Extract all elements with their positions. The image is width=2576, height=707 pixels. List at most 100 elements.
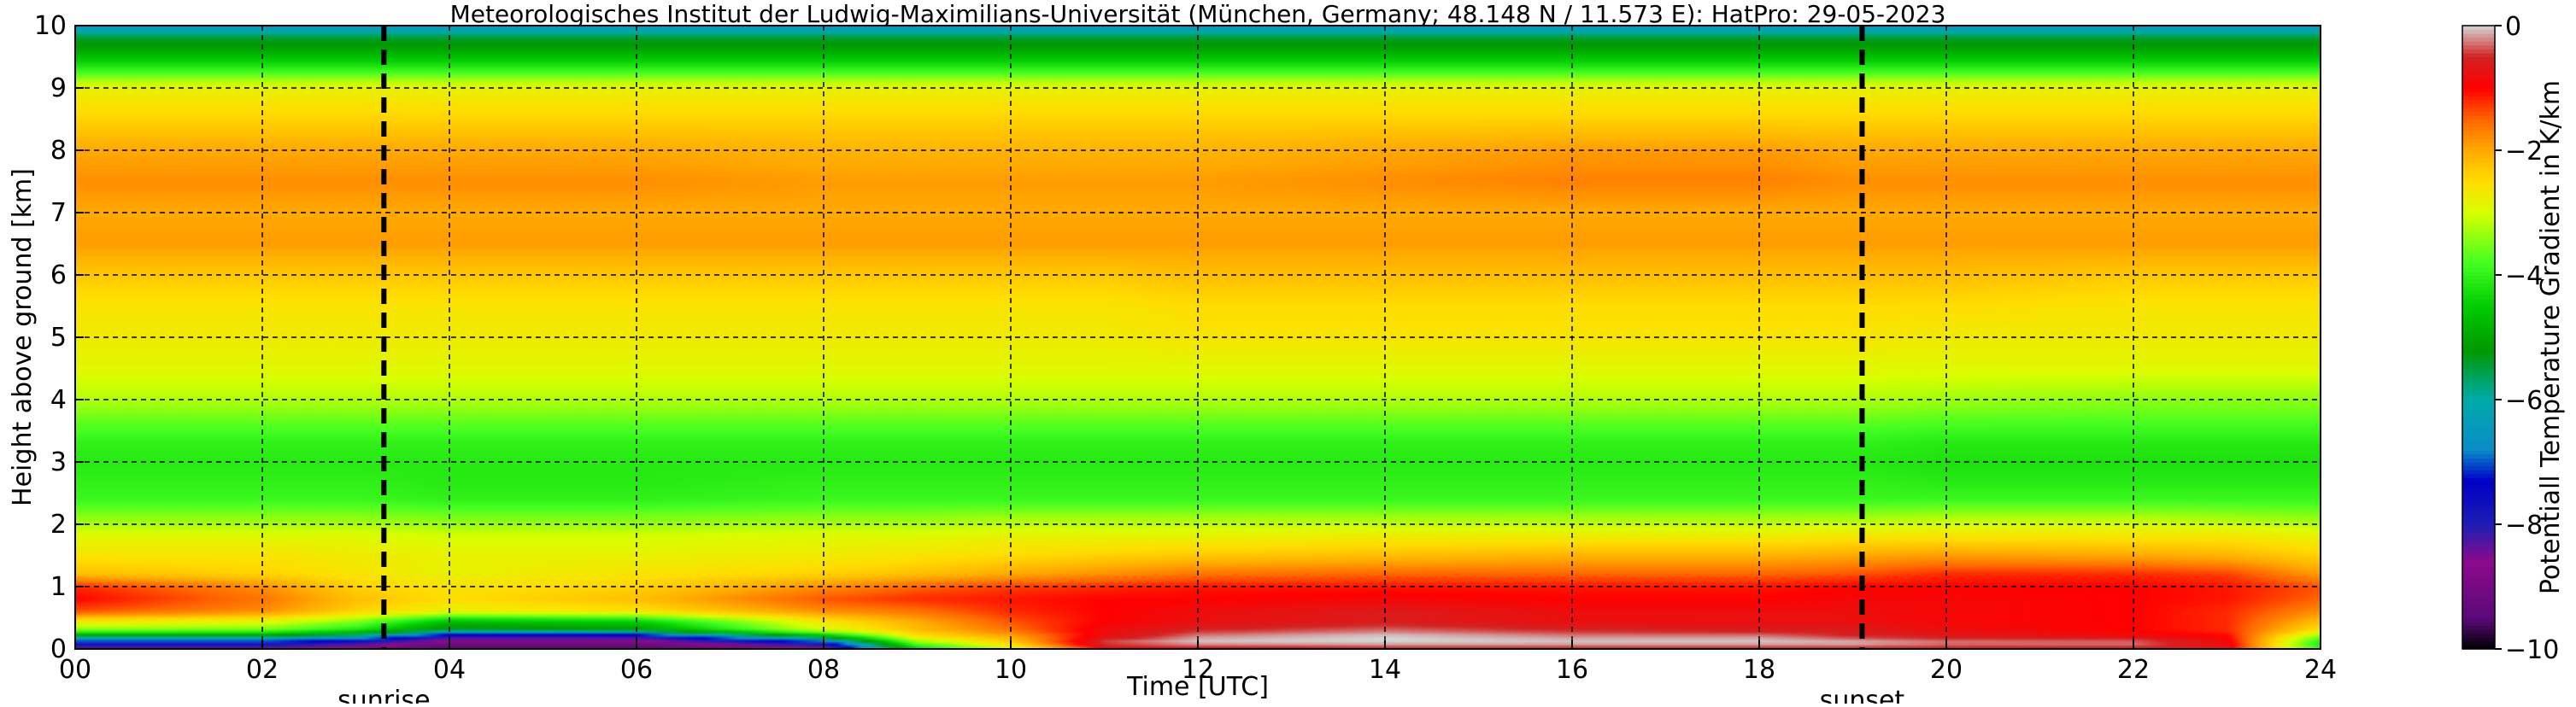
colorbar-segment bbox=[2462, 91, 2495, 96]
colorbar-segment bbox=[2462, 313, 2495, 318]
colorbar-segment bbox=[2462, 426, 2495, 432]
colorbar-segment bbox=[2462, 528, 2495, 533]
x-tick-label: 20 bbox=[1930, 655, 1963, 685]
sunrise-label: sunrise bbox=[337, 686, 430, 704]
colorbar-segment bbox=[2462, 383, 2495, 389]
colorbar-segment bbox=[2462, 625, 2495, 630]
colorbar-segment bbox=[2462, 582, 2495, 587]
colorbar-segment bbox=[2462, 146, 2495, 151]
x-tick-label: 16 bbox=[1556, 655, 1588, 685]
colorbar-segment bbox=[2462, 458, 2495, 463]
colorbar-segment bbox=[2462, 376, 2495, 381]
colorbar-segment bbox=[2462, 259, 2495, 264]
colorbar-segment bbox=[2462, 473, 2495, 478]
colorbar-segment bbox=[2462, 598, 2495, 603]
colorbar-segment bbox=[2462, 204, 2495, 210]
colorbar-segment bbox=[2462, 462, 2495, 467]
colorbar-segment bbox=[2462, 400, 2495, 405]
colorbar-segment bbox=[2462, 306, 2495, 311]
colorbar-segment bbox=[2462, 500, 2495, 505]
colorbar-segment bbox=[2462, 415, 2495, 420]
colorbar-segment bbox=[2462, 442, 2495, 447]
colorbar-segment bbox=[2462, 337, 2495, 342]
colorbar-segment bbox=[2462, 321, 2495, 326]
colorbar-segment bbox=[2462, 298, 2495, 303]
y-tick-label: 8 bbox=[50, 136, 67, 166]
y-tick-label: 5 bbox=[50, 323, 67, 353]
colorbar-segment bbox=[2462, 142, 2495, 148]
colorbar-segment bbox=[2462, 134, 2495, 139]
colorbar-segment bbox=[2462, 543, 2495, 548]
colorbar-segment bbox=[2462, 26, 2495, 31]
colorbar-segment bbox=[2462, 391, 2495, 397]
colorbar-segment bbox=[2462, 169, 2495, 174]
colorbar-segment bbox=[2462, 622, 2495, 627]
colorbar-segment bbox=[2462, 107, 2495, 112]
x-tick-label: 14 bbox=[1369, 655, 1401, 685]
colorbar-segment bbox=[2462, 236, 2495, 241]
colorbar-tick-label: −2 bbox=[2505, 137, 2543, 167]
colorbar-segment bbox=[2462, 407, 2495, 412]
colorbar-segment bbox=[2462, 286, 2495, 291]
colorbar-segment bbox=[2462, 99, 2495, 104]
colorbar-segment bbox=[2462, 540, 2495, 545]
colorbar-segment bbox=[2462, 266, 2495, 272]
colorbar-segment bbox=[2462, 193, 2495, 198]
colorbar: 0 −2 −4 −6 −8 −10 bbox=[2462, 12, 2559, 665]
colorbar-segment bbox=[2462, 578, 2495, 584]
colorbar-segment bbox=[2462, 411, 2495, 416]
colorbar-segment bbox=[2462, 44, 2495, 50]
y-tick-label: 9 bbox=[50, 73, 67, 103]
colorbar-segment bbox=[2462, 547, 2495, 552]
colorbar-segment bbox=[2462, 477, 2495, 482]
colorbar-segment bbox=[2462, 395, 2495, 400]
colorbar-segment bbox=[2462, 251, 2495, 256]
colorbar-segment bbox=[2462, 283, 2495, 288]
colorbar-segment bbox=[2462, 161, 2495, 167]
colorbar-segment bbox=[2462, 189, 2495, 194]
colorbar-tick-label: −8 bbox=[2505, 511, 2543, 540]
colorbar-segment bbox=[2462, 37, 2495, 42]
colorbar-segment bbox=[2462, 119, 2495, 124]
y-axis-label: Height above ground [km] bbox=[8, 168, 38, 506]
colorbar-segment bbox=[2462, 243, 2495, 248]
colorbar-segment bbox=[2462, 512, 2495, 517]
colorbar-segment bbox=[2462, 520, 2495, 525]
x-tick-label: 06 bbox=[620, 655, 653, 685]
colorbar-segment bbox=[2462, 567, 2495, 572]
colorbar-segment bbox=[2462, 181, 2495, 186]
colorbar-segment bbox=[2462, 239, 2495, 245]
colorbar-segment bbox=[2462, 535, 2495, 540]
x-tick-label: 18 bbox=[1743, 655, 1775, 685]
colorbar-segment bbox=[2462, 278, 2495, 283]
colorbar-segment bbox=[2462, 64, 2495, 69]
colorbar-segment bbox=[2462, 294, 2495, 299]
colorbar-segment bbox=[2462, 290, 2495, 295]
colorbar-segment bbox=[2462, 570, 2495, 576]
colorbar-segment bbox=[2462, 76, 2495, 81]
colorbar-segment bbox=[2462, 640, 2495, 646]
y-tick-label: 3 bbox=[50, 447, 67, 477]
colorbar-segment bbox=[2462, 341, 2495, 346]
colorbar-segment bbox=[2462, 177, 2495, 183]
colorbar-segment bbox=[2462, 301, 2495, 307]
colorbar-segment bbox=[2462, 310, 2495, 315]
colorbar-segment bbox=[2462, 333, 2495, 338]
colorbar-segment bbox=[2462, 79, 2495, 85]
colorbar-segment bbox=[2462, 637, 2495, 642]
colorbar-segment bbox=[2462, 185, 2495, 190]
colorbar-segment bbox=[2462, 216, 2495, 221]
colorbar-segment bbox=[2462, 559, 2495, 564]
colorbar-segment bbox=[2462, 275, 2495, 280]
colorbar-segment bbox=[2462, 220, 2495, 225]
colorbar-segment bbox=[2462, 353, 2495, 358]
colorbar-segment bbox=[2462, 450, 2495, 455]
x-tick-label: 10 bbox=[995, 655, 1027, 685]
colorbar-tick-label: 0 bbox=[2505, 12, 2521, 42]
colorbar-segment bbox=[2462, 61, 2495, 66]
colorbar-segment bbox=[2462, 166, 2495, 171]
colorbar-segment bbox=[2462, 372, 2495, 377]
colorbar-segment bbox=[2462, 594, 2495, 599]
colorbar-segment bbox=[2462, 481, 2495, 486]
